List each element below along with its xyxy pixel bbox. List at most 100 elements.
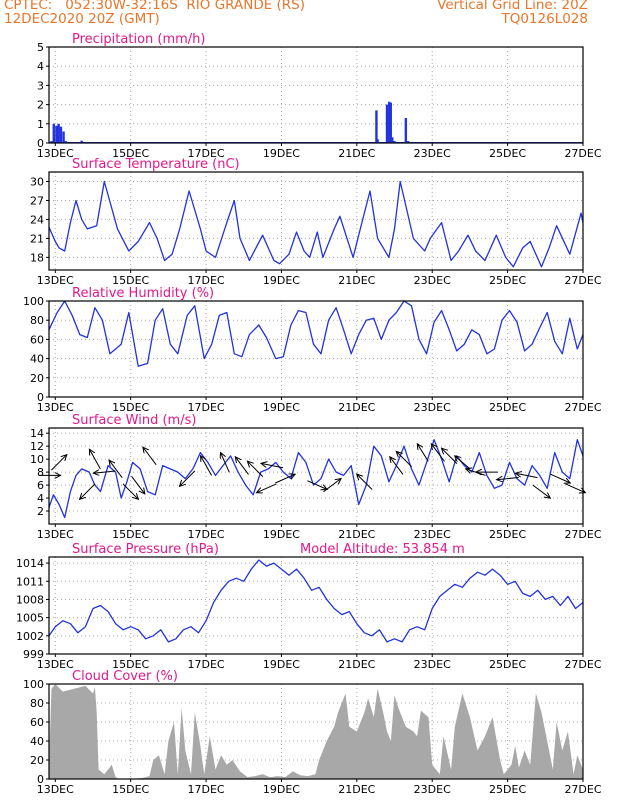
- y-tick-label: 21: [30, 232, 44, 245]
- x-tick-label: 15DEC: [112, 528, 149, 541]
- wind-arrow: [89, 449, 101, 470]
- x-tick-label: 25DEC: [489, 528, 526, 541]
- cloud-frame: [48, 683, 584, 780]
- x-tick-label: 15DEC: [112, 401, 149, 414]
- x-tick-label: 21DEC: [338, 274, 375, 287]
- wind-arrow: [80, 483, 96, 499]
- y-tick-label: 14: [30, 427, 44, 440]
- panel-title: Surface Wind (m/s): [72, 413, 196, 428]
- y-tick-label: 20: [30, 372, 44, 385]
- x-tick-label: 13DEC: [37, 147, 74, 160]
- x-tick-label: 23DEC: [414, 658, 451, 671]
- temperature-panel: 18 21 24 27 30 13DEC 15DEC 17DEC 19DEC 21DEC 23DEC…: [30, 157, 602, 287]
- wind-arrow: [122, 483, 138, 499]
- x-tick-label: 21DEC: [338, 147, 375, 160]
- y-tick-label: 24: [30, 213, 44, 226]
- y-tick-label: 1011: [16, 575, 44, 588]
- wind-arrow: [261, 463, 284, 469]
- y-tick-label: 1: [37, 118, 44, 131]
- wind-arrow: [455, 456, 471, 470]
- x-tick-label: 27DEC: [564, 274, 601, 287]
- wind-arrow: [357, 474, 373, 490]
- temperature-line: [48, 180, 584, 268]
- x-tick-label: 17DEC: [188, 274, 225, 287]
- precip-bar: [57, 123, 60, 143]
- precip-bar: [59, 126, 63, 143]
- wind-arrow: [497, 478, 519, 480]
- panel-title: Surface Pressure (hPa): [72, 542, 219, 557]
- x-tick-label: 21DEC: [338, 528, 375, 541]
- header-model-id: TQ0126L028: [501, 11, 588, 27]
- panel-title: Cloud Cover (%): [72, 669, 178, 684]
- wind-arrow: [323, 479, 342, 493]
- x-tick-label: 13DEC: [37, 658, 74, 671]
- wind-arrow: [109, 460, 123, 479]
- precip-bar: [385, 104, 389, 143]
- x-tick-label: 25DEC: [489, 658, 526, 671]
- wind-arrow: [307, 480, 327, 490]
- humidity-panel: 0 20 40 60 80 100 13DEC 15DEC 17DEC 19DEC 21DEC 23D…: [23, 286, 602, 414]
- pressure-line: [48, 559, 584, 643]
- panel-subtitle: Model Altitude: 53.854 m: [300, 542, 465, 557]
- y-tick-label: 0: [37, 137, 44, 150]
- wind-arrow: [235, 457, 249, 475]
- x-tick-label: 25DEC: [489, 147, 526, 160]
- x-tick-label: 27DEC: [564, 658, 601, 671]
- pressure-frame: [48, 556, 584, 655]
- y-tick-label: 4: [37, 492, 44, 505]
- x-tick-label: 23DEC: [414, 783, 451, 796]
- y-tick-label: 0: [37, 391, 44, 404]
- x-tick-label: 13DEC: [37, 401, 74, 414]
- y-tick-label: 10: [30, 453, 44, 466]
- wind-arrow: [417, 444, 429, 462]
- y-tick-label: 3: [37, 79, 44, 92]
- panel-title: Precipitation (mm/h): [72, 32, 205, 47]
- humidity-frame: [48, 300, 584, 398]
- wind-arrow: [550, 473, 571, 483]
- x-tick-label: 13DEC: [37, 274, 74, 287]
- y-tick-label: 20: [30, 754, 44, 767]
- x-tick-label: 27DEC: [564, 528, 601, 541]
- panel-title: Surface Temperature (nC): [72, 157, 240, 172]
- wind-arrow: [221, 453, 230, 473]
- precip-bar: [80, 140, 83, 143]
- y-tick-label: 999: [23, 648, 44, 661]
- x-tick-label: 25DEC: [489, 783, 526, 796]
- y-tick-label: 100: [23, 295, 44, 308]
- x-tick-label: 19DEC: [263, 658, 300, 671]
- y-tick-label: 18: [30, 251, 44, 264]
- x-tick-label: 23DEC: [414, 147, 451, 160]
- y-tick-label: 100: [23, 678, 44, 691]
- precipitation-panel: 0 1 2 3 4 5 13DEC 15DEC 17DEC 19DEC 21DEC 23DEC 25DE…: [37, 32, 602, 160]
- wind-arrow: [180, 470, 196, 486]
- y-tick-label: 27: [30, 194, 44, 207]
- y-tick-label: 2: [37, 99, 44, 112]
- wind-arrow: [396, 451, 413, 468]
- y-tick-label: 60: [30, 716, 44, 729]
- header-station: CPTEC: 052:30W-32:16S RIO GRANDE (RS): [4, 0, 306, 13]
- wind-arrow: [93, 471, 116, 473]
- y-tick-label: 4: [37, 60, 44, 73]
- x-tick-label: 25DEC: [489, 274, 526, 287]
- wind-arrow: [143, 447, 157, 466]
- x-tick-label: 17DEC: [188, 401, 225, 414]
- y-tick-label: 1008: [16, 593, 44, 606]
- wind-line: [48, 439, 584, 519]
- y-tick-label: 5: [37, 41, 44, 54]
- y-tick-label: 0: [37, 773, 44, 786]
- y-tick-label: 12: [30, 440, 44, 453]
- pressure-panel: 999 1002 1005 1008 1011 1014 13DEC 15DEC 17DEC 19…: [16, 542, 602, 671]
- precipitation-frame: [48, 46, 584, 144]
- wind-arrow: [532, 484, 551, 498]
- wind-arrow: [247, 461, 264, 477]
- y-tick-label: 40: [30, 353, 44, 366]
- precip-bar: [52, 123, 55, 143]
- x-tick-label: 19DEC: [263, 401, 300, 414]
- x-tick-label: 19DEC: [263, 147, 300, 160]
- precip-bar: [389, 102, 392, 143]
- precip-bar: [391, 137, 394, 143]
- wind-arrow: [565, 483, 586, 493]
- y-tick-label: 1002: [16, 630, 44, 643]
- wind-arrow: [51, 455, 66, 471]
